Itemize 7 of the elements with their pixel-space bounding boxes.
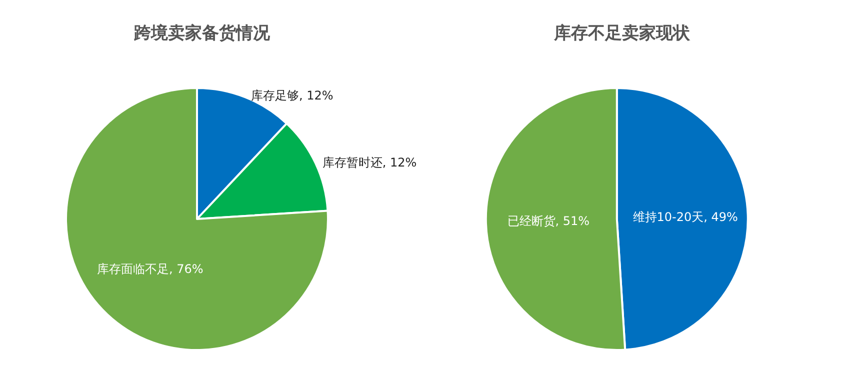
slice-label: 已经断货, 51% xyxy=(507,214,590,228)
slice-label: 库存足够, 12% xyxy=(250,88,334,102)
chart-title: 库存不足卖家现状 xyxy=(552,24,691,44)
slice-label: 维持10-20天, 49% xyxy=(632,210,738,224)
slice-label: 库存暂时还, 12% xyxy=(322,155,417,170)
chart-title: 跨境卖家备货情况 xyxy=(132,24,271,44)
slice-label: 库存面临不足, 76% xyxy=(96,262,204,276)
